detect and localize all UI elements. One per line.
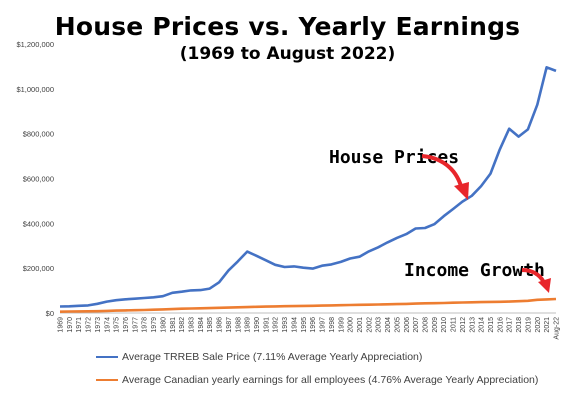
x-tick-label: 1984	[198, 317, 205, 333]
x-tick-label: 1969	[58, 317, 65, 333]
x-tick-label: 1993	[282, 317, 289, 333]
x-tick-label: 1996	[310, 317, 317, 333]
annotations: House Prices Income Growth	[329, 147, 551, 293]
x-tick-label: 1985	[207, 317, 214, 333]
x-tick-label: 1999	[338, 317, 345, 333]
x-tick-label: 2021	[544, 317, 551, 333]
x-tick-label: 2011	[451, 317, 458, 332]
annotation-arrowhead-income-growth	[538, 278, 551, 293]
x-tick-label: 2015	[488, 317, 495, 333]
x-tick-label: 1990	[254, 317, 261, 333]
x-tick-label: 1978	[142, 317, 149, 333]
x-tick-label: 1979	[151, 317, 158, 333]
annotation-income-growth: Income Growth	[404, 260, 545, 281]
x-tick-label: 2007	[413, 317, 420, 333]
y-tick-label: $1,200,000	[16, 40, 54, 49]
chart-title: House Prices vs. Yearly Earnings	[54, 12, 521, 41]
y-axis: $0 $200,000 $400,000 $600,000 $800,000 $1,000…	[16, 40, 54, 318]
x-axis: 1969 1970 1971 1972 1973 1974 1975 1976 1977 1978…	[58, 312, 561, 340]
legend-swatch-earnings	[96, 379, 118, 382]
x-tick-label: 1986	[217, 317, 224, 333]
x-tick-label: 2001	[357, 317, 364, 333]
x-tick-label: 2008	[422, 317, 429, 333]
x-tick-label: 1973	[95, 317, 102, 333]
x-tick-label: 1981	[170, 317, 177, 333]
x-tick-label: 1972	[86, 317, 93, 333]
annotation-arrowhead-house-prices	[454, 182, 469, 200]
x-tick-label: 2002	[366, 317, 373, 333]
x-tick-label: 2005	[394, 317, 401, 333]
x-tick-label: 1975	[114, 317, 121, 333]
annotation-house-prices: House Prices	[329, 147, 459, 168]
legend-label-house-price: Average TRREB Sale Price (7.11% Average …	[122, 351, 423, 363]
x-tick-label: 1997	[320, 317, 327, 333]
x-tick-label: 2013	[469, 317, 476, 333]
x-tick-label: 1988	[235, 317, 242, 333]
x-tick-label: Aug-22	[554, 317, 561, 340]
y-tick-label: $800,000	[23, 130, 54, 139]
x-tick-label: 2020	[535, 317, 542, 333]
x-tick-label: 2006	[404, 317, 411, 333]
x-tick-label: 1977	[132, 317, 139, 333]
x-tick-label: 1974	[104, 317, 111, 333]
x-tick-label: 2016	[497, 317, 504, 333]
x-tick-label: 2012	[460, 317, 467, 333]
x-tick-label: 2014	[479, 317, 486, 333]
y-tick-label: $600,000	[23, 175, 54, 184]
x-tick-label: 2003	[376, 317, 383, 333]
y-tick-label: $200,000	[23, 264, 54, 273]
x-tick-label: 1994	[291, 317, 298, 333]
legend-item-house-price: Average TRREB Sale Price (7.11% Average …	[96, 351, 556, 363]
series-line-house-price	[59, 66, 557, 308]
x-tick-label: 1998	[329, 317, 336, 333]
x-tick-label: 2004	[385, 317, 392, 333]
x-tick-label: 1989	[245, 317, 252, 333]
x-tick-label: 1991	[263, 317, 270, 333]
series-lines	[59, 66, 557, 313]
legend-item-earnings: Average Canadian yearly earnings for all…	[96, 374, 556, 386]
x-tick-label: 1995	[301, 317, 308, 333]
x-tick-label: 1971	[76, 317, 83, 333]
x-tick-label: 2017	[507, 317, 514, 333]
x-tick-label: 1970	[67, 317, 74, 333]
y-tick-label: $1,000,000	[16, 85, 54, 94]
chart-subtitle: (1969 to August 2022)	[179, 44, 396, 64]
x-tick-label: 1983	[189, 317, 196, 333]
x-tick-label: 2010	[441, 317, 448, 333]
legend-label-earnings: Average Canadian yearly earnings for all…	[122, 374, 539, 386]
x-tick-label: 1980	[160, 317, 167, 333]
x-tick-label: 2019	[525, 317, 532, 333]
y-tick-label: $400,000	[23, 219, 54, 228]
x-tick-label: 1982	[179, 317, 186, 333]
x-tick-label: 1976	[123, 317, 130, 333]
x-tick-label: 2018	[516, 317, 523, 333]
series-line-earnings	[59, 297, 557, 313]
x-tick-label: 1987	[226, 317, 233, 333]
x-tick-label: 2000	[348, 317, 355, 333]
legend-swatch-house-price	[96, 356, 118, 359]
y-tick-label: $0	[46, 309, 54, 318]
x-tick-label: 1992	[273, 317, 280, 333]
x-tick-label: 2009	[432, 317, 439, 333]
